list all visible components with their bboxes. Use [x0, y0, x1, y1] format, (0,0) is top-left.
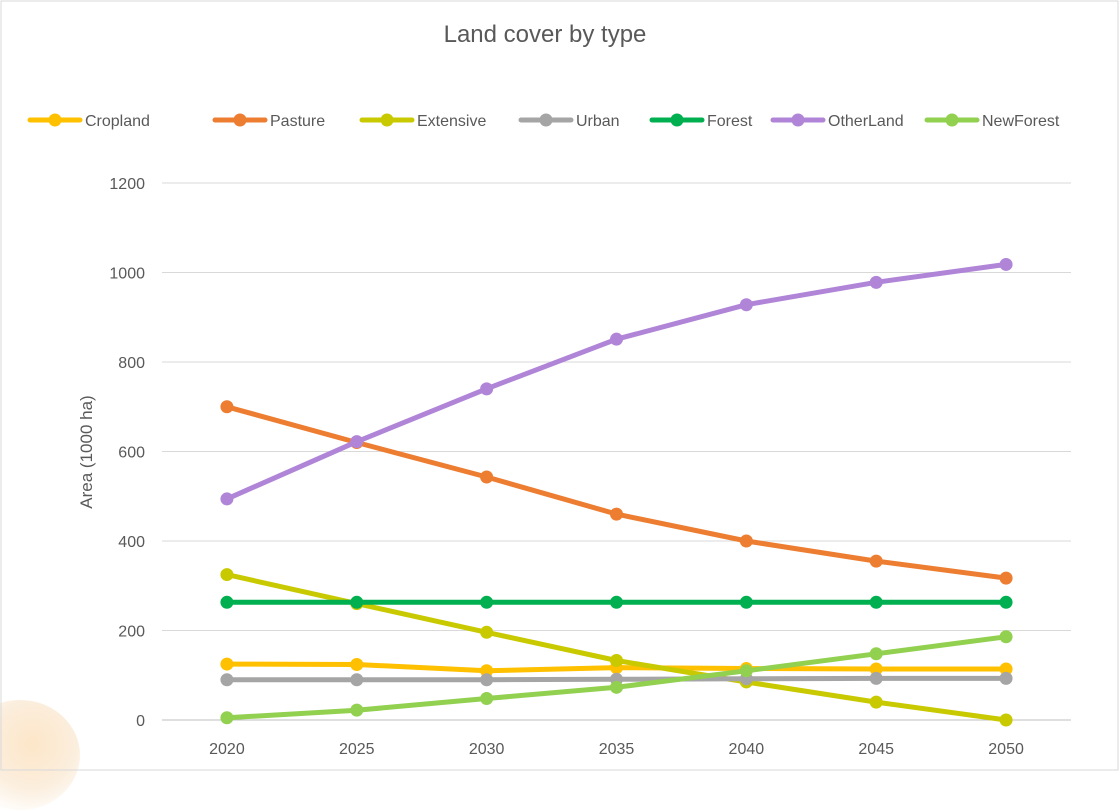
legend-label: Cropland	[85, 113, 150, 130]
data-point-forest	[869, 595, 883, 609]
y-tick-label: 1000	[109, 266, 145, 283]
data-point-forest	[480, 595, 494, 609]
legend-swatch-marker	[670, 113, 684, 127]
gridlines	[162, 182, 1071, 721]
legend-item-extensive: Extensive	[359, 113, 486, 130]
x-tick-label: 2030	[469, 741, 505, 758]
y-tick-label: 1200	[109, 176, 145, 193]
series-pasture	[220, 400, 1013, 585]
data-point-urban	[869, 671, 883, 685]
legend-swatch-marker	[380, 113, 394, 127]
y-tick-label: 600	[118, 445, 145, 462]
data-point-pasture	[869, 554, 883, 568]
data-point-cropland	[999, 662, 1013, 676]
data-point-cropland	[220, 657, 234, 671]
data-point-extensive	[869, 695, 883, 709]
series-newforest	[220, 630, 1013, 725]
data-point-pasture	[610, 507, 623, 521]
series-line-otherland	[224, 261, 1009, 502]
legend-item-pasture: Pasture	[212, 113, 325, 130]
x-tick-label: 2050	[988, 741, 1024, 758]
data-point-otherland	[869, 275, 883, 289]
chart-area: Land cover by type Area (1000 ha) 0 200 40…	[0, 0, 1119, 771]
data-point-otherland	[999, 257, 1013, 271]
y-tick-label: 400	[118, 534, 145, 551]
legend-item-cropland: Cropland	[27, 113, 150, 130]
chart-border	[0, 0, 1119, 771]
data-point-newforest	[220, 711, 234, 725]
data-point-newforest	[869, 647, 883, 661]
data-point-pasture	[739, 534, 753, 548]
legend-swatch-marker	[48, 113, 62, 127]
series-otherland	[220, 257, 1013, 506]
x-tick-label: 2045	[858, 741, 894, 758]
series-cropland	[220, 657, 1013, 678]
x-tick-label: 2020	[209, 741, 245, 758]
data-point-otherland	[739, 298, 753, 312]
data-point-forest	[220, 595, 234, 609]
data-point-cropland	[350, 658, 364, 672]
x-tick-label: 2040	[729, 741, 765, 758]
data-point-newforest	[610, 680, 623, 694]
data-point-newforest	[480, 692, 494, 706]
legend-label: Forest	[707, 113, 753, 130]
x-tick-label: 2035	[599, 741, 635, 758]
legend-label: NewForest	[982, 113, 1060, 130]
legend-item-forest: Forest	[649, 113, 753, 130]
legend-label: Urban	[576, 113, 620, 130]
data-point-cropland	[869, 662, 883, 676]
data-point-otherland	[610, 332, 623, 346]
legend-label: OtherLand	[828, 113, 904, 130]
series-forest	[220, 595, 1013, 609]
y-tick-label: 200	[118, 624, 145, 641]
data-point-urban	[350, 673, 364, 687]
data-point-forest	[350, 595, 364, 609]
legend-item-urban: Urban	[518, 113, 620, 130]
data-point-newforest	[999, 630, 1013, 644]
series-extensive	[220, 568, 1013, 727]
data-point-extensive	[220, 568, 234, 582]
data-point-urban	[220, 673, 234, 687]
x-tick-label: 2025	[339, 741, 375, 758]
data-point-newforest	[739, 664, 753, 678]
data-point-forest	[739, 595, 753, 609]
data-point-pasture	[480, 470, 494, 484]
data-point-cropland	[480, 664, 494, 678]
data-point-extensive	[999, 713, 1013, 727]
chart-title: Land cover by type	[444, 21, 647, 48]
data-point-forest	[999, 595, 1013, 609]
legend-swatch-marker	[233, 113, 247, 127]
legend-label: Extensive	[417, 113, 486, 130]
line-chart: Land cover by type Area (1000 ha) 0 200 40…	[0, 0, 1119, 771]
data-point-extensive	[610, 653, 623, 667]
x-axis-ticks: 2020 2025 2030 2035 2040 2045 2050	[209, 741, 1024, 758]
data-point-forest	[610, 595, 623, 609]
legend-swatch-marker	[539, 113, 553, 127]
data-point-extensive	[480, 625, 494, 639]
y-axis-ticks: 0 200 400 600 800 1000 1200	[109, 176, 145, 730]
data-point-pasture	[999, 571, 1013, 585]
legend-swatch-marker	[945, 113, 959, 127]
y-tick-label: 0	[136, 713, 145, 730]
series-lines	[220, 257, 1013, 727]
series-line-pasture	[224, 404, 1009, 581]
legend-item-newforest: NewForest	[924, 113, 1060, 130]
data-point-newforest	[350, 703, 364, 717]
y-tick-label: 800	[118, 355, 145, 372]
legend: Cropland Pasture Extensive Urban Forest Other…	[27, 113, 1060, 130]
legend-label: Pasture	[270, 113, 325, 130]
legend-item-otherland: OtherLand	[770, 113, 904, 130]
data-point-otherland	[350, 435, 364, 449]
series-urban	[220, 671, 1013, 687]
data-point-pasture	[220, 400, 234, 414]
data-point-urban	[480, 673, 494, 687]
data-point-otherland	[480, 382, 494, 396]
y-axis-label: Area (1000 ha)	[77, 395, 96, 508]
data-point-otherland	[220, 492, 234, 506]
legend-swatch-marker	[791, 113, 805, 127]
data-point-urban	[999, 671, 1013, 685]
